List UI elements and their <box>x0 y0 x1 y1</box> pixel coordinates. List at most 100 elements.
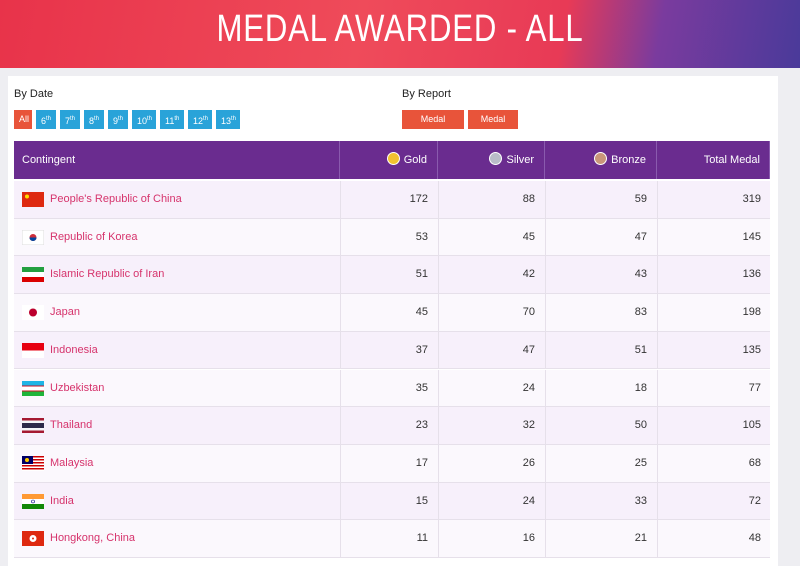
country-link[interactable]: India <box>50 494 74 507</box>
column-header[interactable]: Gold <box>340 141 438 179</box>
flag <box>22 267 44 283</box>
flag-shape <box>22 267 44 273</box>
country-link[interactable]: Republic of Korea <box>50 230 138 243</box>
column-divider <box>438 256 439 295</box>
report-button[interactable]: Medal Awarded <box>402 110 464 143</box>
flag-icon <box>22 342 44 358</box>
flag-icon <box>22 418 44 434</box>
column-header[interactable]: Silver <box>438 141 545 179</box>
medal-count: 72 <box>748 494 761 507</box>
medal-count: 135 <box>742 343 761 356</box>
medal-count: 68 <box>748 456 761 469</box>
date-button[interactable]: 12th <box>188 110 212 129</box>
medal-count: 42 <box>522 268 535 281</box>
button-text: 9 <box>113 116 119 126</box>
column-divider <box>340 520 341 558</box>
date-button[interactable]: 13th <box>216 110 240 129</box>
flag-shape <box>22 350 44 358</box>
table-row <box>14 181 770 219</box>
table-row <box>14 369 770 408</box>
column-divider <box>438 369 439 408</box>
country-link[interactable]: People's Republic of China <box>50 193 182 205</box>
column-divider <box>340 331 341 370</box>
column-header[interactable]: Total Medal <box>657 141 770 179</box>
button-text: 10 <box>137 116 148 126</box>
flag-shape <box>22 503 44 509</box>
table-row <box>14 520 770 558</box>
medal-count: 37 <box>415 343 428 356</box>
column-divider <box>657 294 658 332</box>
medal-count: 24 <box>522 381 535 394</box>
medal-icon <box>594 152 608 165</box>
country-link[interactable]: Hongkong, China <box>50 532 136 545</box>
medal-count: 18 <box>634 381 647 394</box>
medal-count: 21 <box>634 532 647 545</box>
flag-shape <box>22 493 44 499</box>
button-text: 12 <box>193 116 204 126</box>
country-link[interactable]: Japan <box>50 306 80 319</box>
column-divider <box>657 331 658 370</box>
column-title: Total Medal <box>703 154 760 166</box>
column-divider <box>545 520 546 558</box>
button-suffix: th <box>94 116 100 122</box>
filter-label: By Report <box>402 88 451 100</box>
country-link[interactable]: Malaysia <box>50 456 94 469</box>
flag-shape <box>22 380 44 386</box>
column-divider <box>657 369 658 408</box>
medal-count: 15 <box>415 494 428 507</box>
date-button[interactable]: 10th <box>132 110 156 129</box>
column-divider <box>438 482 439 521</box>
medal-count: 59 <box>634 193 647 205</box>
date-button[interactable]: 11th <box>160 110 184 129</box>
column-divider <box>657 181 658 219</box>
report-button[interactable]: Medal Audit <box>468 110 518 143</box>
flag-icon <box>22 493 44 509</box>
medal-count: 25 <box>634 456 647 469</box>
date-button[interactable]: 7th <box>60 110 80 129</box>
date-button[interactable]: 8th <box>84 110 104 129</box>
column-divider <box>340 218 341 257</box>
country-link[interactable]: Islamic Republic of Iran <box>50 268 165 281</box>
medal-count: 47 <box>522 343 535 356</box>
button-suffix: th <box>147 116 153 122</box>
button-text: 7 <box>65 116 71 126</box>
column-title: Silver <box>506 154 534 166</box>
flag-shape <box>29 237 37 241</box>
column-divider <box>340 256 341 295</box>
table-row <box>14 331 770 370</box>
medal-count: 45 <box>522 230 535 243</box>
country-link[interactable]: Indonesia <box>50 343 98 356</box>
button-suffix: th <box>231 116 237 122</box>
medal-count: 70 <box>522 306 535 319</box>
medal-count: 53 <box>415 230 428 243</box>
medal-count: 32 <box>522 419 535 432</box>
flag <box>22 531 44 547</box>
flag-shape <box>22 277 44 283</box>
country-link[interactable]: Thailand <box>50 419 93 432</box>
flag <box>22 342 44 358</box>
table-row <box>14 407 770 445</box>
column-header[interactable]: Bronze <box>545 141 657 179</box>
date-button[interactable]: 9th <box>108 110 128 129</box>
medal-count: 11 <box>416 532 428 545</box>
flag-shape <box>22 342 44 351</box>
date-button[interactable]: All <box>14 110 32 129</box>
medal-count: 145 <box>742 230 761 243</box>
flag <box>21 229 45 246</box>
column-header: Contingent <box>14 141 340 179</box>
medal-count: 77 <box>748 381 761 394</box>
button-suffix: th <box>203 116 209 122</box>
date-button[interactable]: 6th <box>36 110 56 129</box>
medal-count: 50 <box>634 419 647 432</box>
medal-count: 35 <box>415 381 428 394</box>
medal-icon <box>489 152 503 165</box>
filter-label: By Date <box>14 88 54 100</box>
country-link[interactable]: Uzbekistan <box>50 381 105 394</box>
flag-icon <box>22 305 44 321</box>
medal-count: 88 <box>522 193 535 205</box>
flag-shape <box>22 390 44 396</box>
table-row <box>14 294 770 332</box>
medal-count: 136 <box>742 268 761 281</box>
column-divider <box>657 256 658 295</box>
